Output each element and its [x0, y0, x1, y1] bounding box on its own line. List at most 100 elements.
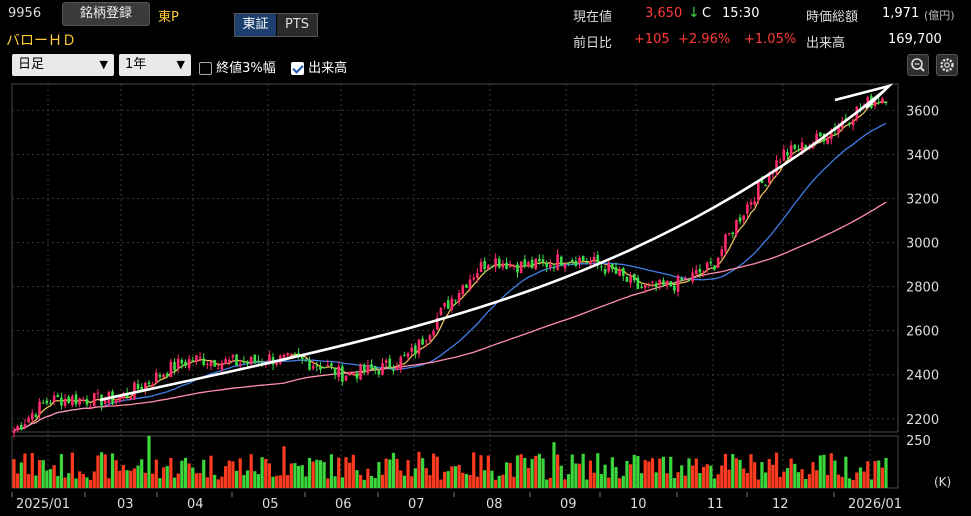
x-tick-label: 04 [187, 497, 204, 512]
volume-bar [519, 454, 523, 488]
candle-body [530, 259, 534, 269]
x-tick-label: 12 [772, 497, 789, 512]
candle-body [359, 364, 362, 380]
candle-body [607, 263, 611, 272]
volume-bar [114, 460, 118, 488]
register-button[interactable]: 銘柄登録 [62, 2, 150, 26]
volume-bar [23, 453, 27, 488]
volume-bar [534, 455, 538, 488]
candle-body [49, 403, 52, 405]
volume-bar [862, 471, 866, 488]
candle-body [483, 261, 486, 269]
volume-bar [745, 473, 749, 488]
candle-body [797, 149, 800, 151]
volume-bar [161, 467, 166, 488]
volume-bar [37, 460, 42, 488]
candle-body [67, 396, 71, 403]
volume-bar [304, 476, 308, 488]
y-tick-label: 2400 [906, 369, 939, 384]
volume-bar [669, 456, 673, 488]
close-3pct-checkbox[interactable]: 終値3%幅 [199, 57, 276, 76]
x-tick-label: 07 [408, 497, 425, 512]
volume-bar [479, 455, 483, 488]
candle-body [352, 373, 355, 375]
period-select[interactable]: 日足 ▼ [12, 54, 114, 76]
volume-bar [873, 461, 877, 488]
volume-bar [333, 476, 337, 488]
volume-bar [300, 465, 304, 488]
candle-body [684, 277, 687, 279]
candle-body [74, 394, 78, 405]
y-tick-label: 3400 [906, 148, 939, 163]
volume-bar [694, 458, 698, 488]
volume-checkbox[interactable]: 出来高 [291, 57, 347, 76]
volume-bar [16, 473, 20, 488]
volume-bar [158, 478, 162, 488]
candle-body [191, 359, 195, 362]
volume-bar [56, 476, 60, 488]
volume-bar [348, 462, 352, 488]
volume-bar [278, 475, 282, 488]
volume-bar [749, 454, 753, 488]
candle-body [837, 125, 840, 134]
candle-body [27, 417, 30, 423]
volume-bar [486, 455, 490, 488]
candle-body [549, 264, 552, 268]
volume-bar [574, 463, 578, 488]
candle-body [632, 273, 636, 281]
y-tick-label: 2200 [906, 413, 939, 428]
candle-body [337, 366, 341, 377]
volume-bar [227, 460, 231, 488]
candle-body [414, 345, 417, 355]
volume-bar [855, 472, 859, 488]
volume-bar [566, 474, 571, 488]
volume-bar [629, 464, 633, 488]
volume-bar [461, 472, 465, 488]
tab-pts[interactable]: PTS [277, 14, 317, 36]
candle-body [709, 261, 713, 264]
candle-body [242, 361, 246, 363]
checkbox-checked[interactable] [291, 62, 304, 75]
candle-body [778, 161, 782, 163]
candle-body [731, 232, 735, 235]
checkbox-box[interactable] [199, 62, 212, 75]
volume-bar [275, 475, 279, 488]
candle-body [92, 393, 96, 407]
volume-bar [523, 457, 527, 488]
volume-bar [782, 471, 786, 488]
candle-body [713, 265, 716, 270]
volume-bar [712, 478, 717, 488]
candle-body [479, 262, 483, 272]
volume-bar [366, 468, 370, 488]
volume-bar [337, 457, 341, 488]
x-tick-label: 03 [117, 497, 134, 512]
volume-bar [647, 461, 651, 488]
candle-body [417, 339, 421, 354]
volume-bar [727, 469, 731, 488]
candle-body [428, 335, 432, 341]
candle-body [85, 399, 89, 405]
candle-body [355, 373, 359, 379]
range-select[interactable]: 1年 ▼ [119, 54, 191, 76]
change-pct: +2.96% [678, 32, 731, 47]
range-select-value: 1年 [125, 57, 147, 72]
candle-body [589, 261, 592, 265]
volume-bar [121, 465, 126, 488]
volume-bar [563, 479, 567, 488]
zoom-icon[interactable] [907, 54, 929, 76]
candle-body [687, 279, 691, 281]
gear-icon[interactable] [936, 54, 958, 76]
volume-bar [231, 461, 235, 488]
volume-bar [143, 472, 147, 488]
volume-bar [67, 473, 71, 488]
volume-bar [154, 459, 158, 488]
volume-bar [413, 468, 417, 488]
candle-body [435, 317, 439, 330]
candle-body [592, 256, 596, 263]
candle-body [144, 383, 147, 391]
candle-body [570, 259, 574, 262]
tab-tse[interactable]: 東証 [235, 14, 276, 36]
candle-body [596, 255, 600, 264]
volume-bar [723, 453, 728, 488]
